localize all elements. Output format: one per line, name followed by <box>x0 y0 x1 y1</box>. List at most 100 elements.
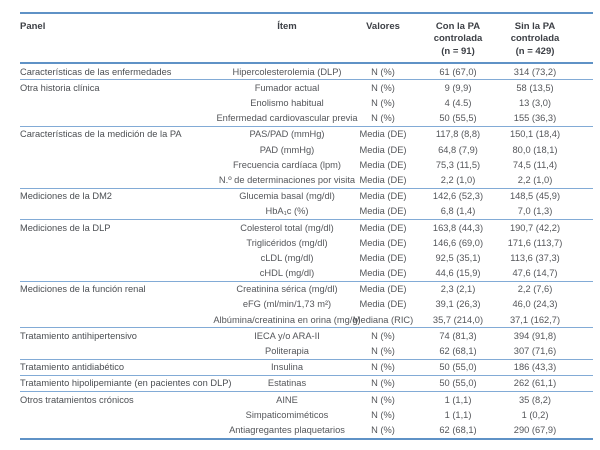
panel-cell: Mediciones de la DLP <box>20 222 111 233</box>
valores-cell: Media (DE) <box>359 129 407 140</box>
panel-cell <box>20 422 212 437</box>
item-cell: Insulina <box>270 362 304 373</box>
item-cell: Albúmina/creatinina en orina (mg/g) <box>213 314 361 325</box>
valores-cell: Media (DE) <box>359 284 407 295</box>
sin-pa-cell: 290 (67,9) <box>513 424 557 435</box>
table-row: Triglicéridos (mg/dl) Media (DE) 146,6 (… <box>20 235 593 250</box>
valores-cell: Media (DE) <box>359 299 407 310</box>
con-pa-cell: 62 (68,1) <box>439 346 477 356</box>
panel-cell <box>20 235 212 250</box>
con-pa-cell: 64,8 (7,9) <box>438 144 478 155</box>
sin-pa-cell: 1 (0,2) <box>521 409 549 420</box>
item-cell: Hipercolesterolemia (DLP) <box>232 66 342 77</box>
sin-pa-cell: 307 (71,6) <box>513 346 557 356</box>
item-cell: PAD (mmHg) <box>259 144 315 155</box>
col-header-sin-pa: Sin la PA controlada (n = 429) <box>511 21 593 58</box>
panel-cell <box>20 172 212 187</box>
panel-cell: Mediciones de la DM2 <box>20 191 112 202</box>
panel-cell <box>20 312 212 327</box>
con-pa-cell: 92,5 (35,1) <box>435 252 481 263</box>
item-cell: Simpaticomiméticos <box>245 409 329 420</box>
con-pa-cell: 39,1 (26,3) <box>435 299 481 310</box>
valores-cell: Media (DE) <box>359 144 407 155</box>
con-pa-cell: 74 (81,3) <box>439 330 477 341</box>
item-cell: N.º de determinaciones por visita <box>218 174 356 185</box>
con-pa-cell: 4 (4.5) <box>444 98 472 108</box>
item-cell: Fumador actual <box>254 82 320 93</box>
item-cell: Colesterol total (mg/dl) <box>240 222 334 233</box>
panel-cell <box>20 142 212 157</box>
valores-cell: Media (DE) <box>359 222 407 233</box>
valores-cell: Media (DE) <box>359 191 407 202</box>
panel-cell: Características de las enfermedades <box>20 66 172 77</box>
sin-pa-cell: 113,6 (37,3) <box>510 252 560 263</box>
table-row: Características de las enfermedades Hipe… <box>20 64 593 79</box>
sin-pa-cell: 155 (36,3) <box>513 113 557 124</box>
sin-pa-cell: 314 (73,2) <box>513 66 557 77</box>
valores-cell: Mediana (RIC) <box>352 314 414 325</box>
panel-cell: Mediciones de la función renal <box>20 284 146 295</box>
panel-group-otros-tratamientos: Otros tratamientos crónicos AINE N (%) 1… <box>20 392 593 440</box>
valores-cell: Media (DE) <box>359 159 407 170</box>
sin-pa-cell: 80,0 (18,1) <box>512 144 558 155</box>
con-pa-cell: 50 (55,5) <box>439 113 477 124</box>
panel-cell: Características de la medición de la PA <box>20 129 182 140</box>
panel-cell <box>20 297 212 312</box>
valores-cell: N (%) <box>371 409 395 420</box>
sin-pa-cell: 186 (43,3) <box>513 362 557 373</box>
table-row: Tratamiento antihipertensivo IECA y/o AR… <box>20 328 593 343</box>
sin-pa-cell: 2,2 (7,6) <box>517 284 553 295</box>
sin-pa-cell: 171,6 (113,7) <box>507 237 563 248</box>
valores-cell: Media (DE) <box>359 206 407 217</box>
panel-group-medicion-pa: Características de la medición de la PA … <box>20 127 593 189</box>
valores-cell: Media (DE) <box>359 268 407 279</box>
sin-pa-cell: 148,5 (45,9) <box>509 191 561 202</box>
panel-group-dm2: Mediciones de la DM2 Glucemia basal (mg/… <box>20 189 593 220</box>
item-cell: Triglicéridos (mg/dl) <box>246 237 328 248</box>
table-row: Albúmina/creatinina en orina (mg/g) Medi… <box>20 312 593 327</box>
valores-cell: N (%) <box>371 394 395 405</box>
table-row: Tratamiento antidiabético Insulina N (%)… <box>20 360 593 375</box>
item-cell: Creatinina sérica (mg/dl) <box>236 284 338 295</box>
table-row: Antiagregantes plaquetarios N (%) 62 (68… <box>20 422 593 437</box>
con-pa-cell: 75,3 (11,5) <box>435 159 481 170</box>
sin-pa-cell: 150,1 (18,4) <box>509 129 561 140</box>
panel-cell: Tratamiento hipolipemiante (en pacientes… <box>20 378 232 389</box>
valores-cell: Media (DE) <box>359 237 407 248</box>
panel-group-funcion-renal: Mediciones de la función renal Creatinin… <box>20 282 593 329</box>
item-cell: cHDL (mg/dl) <box>259 268 315 279</box>
table-row: HbA₁c (%) Media (DE) 6,8 (1,4) 7,0 (1,3) <box>20 204 593 219</box>
table-row: Enfermedad cardiovascular previa N (%) 5… <box>20 111 593 126</box>
item-cell: Politerapia <box>265 346 309 356</box>
con-pa-cell: 142,6 (52,3) <box>432 191 484 202</box>
sin-pa-cell: 262 (61,1) <box>513 378 557 389</box>
table-row: Enolismo habitual N (%) 4 (4.5) 13 (3,0) <box>20 95 593 110</box>
patient-characteristics-table: Panel Ítem Valores Con la PA controlada … <box>20 12 593 440</box>
sin-pa-cell: 47,6 (14,7) <box>512 268 558 279</box>
table-row: Mediciones de la DLP Colesterol total (m… <box>20 220 593 235</box>
table-row: Simpaticomiméticos N (%) 1 (1,1) 1 (0,2) <box>20 407 593 422</box>
col-header-valores: Valores <box>362 21 404 58</box>
panel-group-enfermedades: Características de las enfermedades Hipe… <box>20 64 593 81</box>
table-row: Otros tratamientos crónicos AINE N (%) 1… <box>20 392 593 407</box>
panel-cell <box>20 111 212 126</box>
table-row: Tratamiento hipolipemiante (en pacientes… <box>20 376 593 391</box>
panel-group-hipolipemiante: Tratamiento hipolipemiante (en pacientes… <box>20 376 593 392</box>
table-row: Características de la medición de la PA … <box>20 127 593 142</box>
col-header-panel-label: Panel <box>20 21 46 32</box>
panel-cell: Otros tratamientos crónicos <box>20 394 134 405</box>
table-row: Frecuencia cardíaca (lpm) Media (DE) 75,… <box>20 157 593 172</box>
sin-pa-cell: 394 (91,8) <box>513 330 557 341</box>
item-cell: Estatinas <box>267 378 307 389</box>
panel-cell <box>20 250 212 265</box>
table-row: Otra historia clínica Fumador actual N (… <box>20 80 593 95</box>
item-cell: eFG (ml/min/1,73 m²) <box>242 299 332 310</box>
con-pa-cell: 62 (68,1) <box>439 424 477 435</box>
table-row: eFG (ml/min/1,73 m²) Media (DE) 39,1 (26… <box>20 297 593 312</box>
col-header-valores-label: Valores <box>366 21 400 32</box>
con-pa-cell: 50 (55,0) <box>439 362 477 373</box>
panel-cell: Otra historia clínica <box>20 82 100 93</box>
con-pa-cell: 9 (9,9) <box>444 82 472 93</box>
con-pa-cell: 163,8 (44,3) <box>432 222 484 233</box>
item-cell: Enfermedad cardiovascular previa <box>216 113 358 124</box>
